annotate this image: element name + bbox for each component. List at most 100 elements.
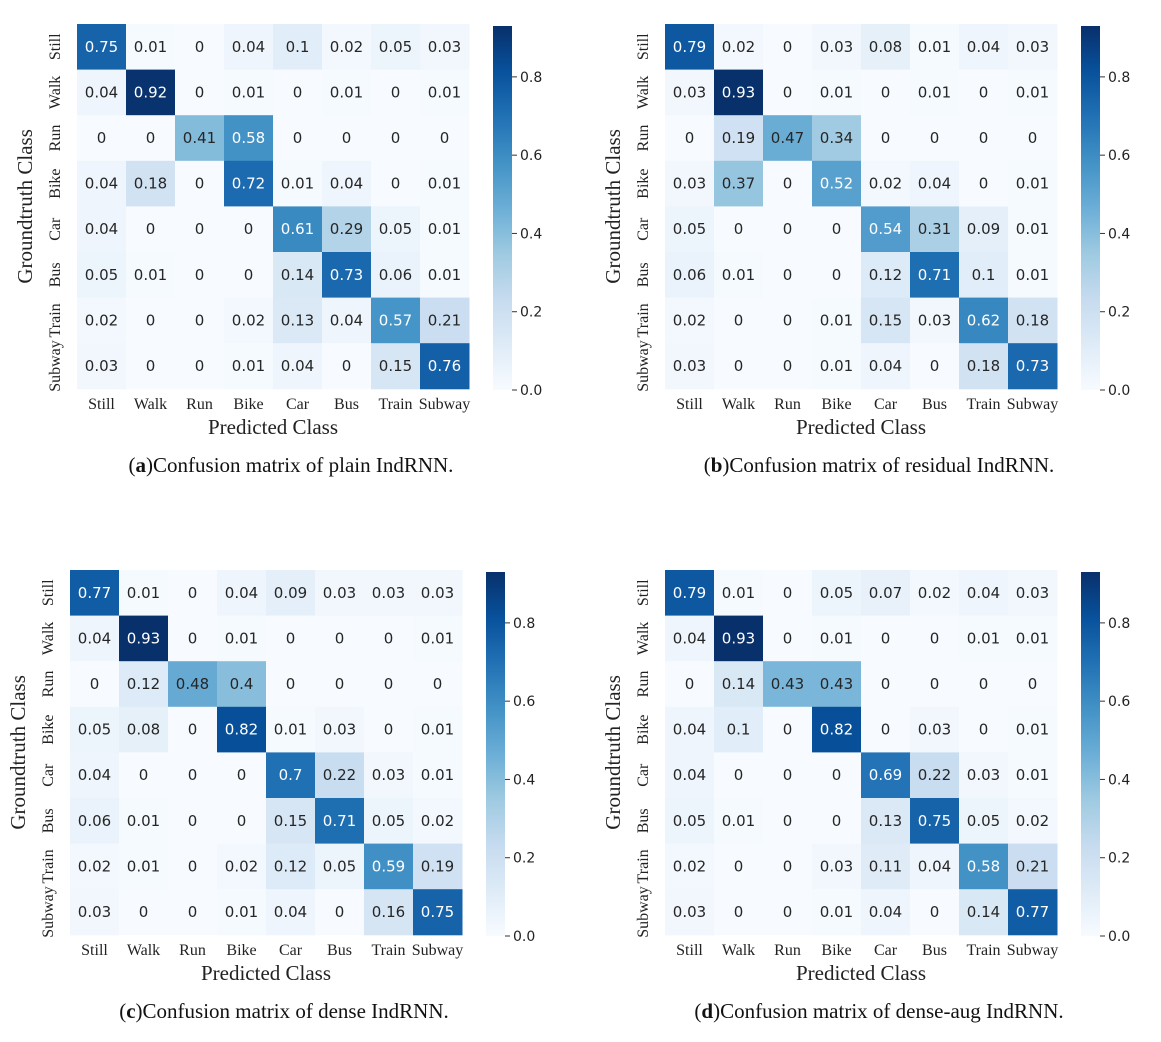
heatmap-cell	[364, 843, 414, 890]
cell-value-label: 0.01	[281, 175, 314, 193]
caption-paren: (	[704, 453, 711, 477]
heatmap-cell	[273, 297, 323, 344]
cell-value-label: 0	[391, 175, 401, 193]
x-tick-label: Car	[874, 396, 898, 413]
cell-value-label: 0.01	[820, 629, 853, 647]
colorbar-tick-label: 0.6	[520, 148, 542, 164]
cell-value-label: 0	[195, 83, 205, 101]
cell-value-label: 0.52	[820, 175, 853, 193]
heatmap-cell	[273, 206, 323, 253]
heatmap-cell	[371, 343, 421, 390]
heatmap-cell	[413, 843, 463, 890]
cell-value-label: 0.05	[78, 721, 111, 739]
heatmap-cell	[224, 343, 274, 390]
heatmap-cell	[266, 661, 316, 708]
cell-value-label: 0.31	[918, 220, 951, 238]
colorbar	[486, 572, 505, 936]
heatmap-cell	[861, 798, 911, 845]
heatmap-cell	[959, 297, 1009, 344]
cell-value-label: 0.82	[820, 721, 853, 739]
cell-value-label: 0.71	[918, 266, 951, 284]
heatmap-cell	[266, 889, 316, 936]
x-tick-label: Bike	[226, 942, 256, 959]
cell-value-label: 0.15	[274, 812, 307, 830]
heatmap-cell	[910, 252, 960, 299]
heatmap-cell	[126, 343, 176, 390]
caption-paren: (	[694, 999, 701, 1023]
heatmap-cell	[812, 661, 862, 708]
cell-value-label: 0	[244, 220, 254, 238]
heatmap-cell	[168, 615, 218, 662]
heatmap-cell	[1008, 843, 1058, 890]
heatmap-cell	[714, 615, 764, 662]
cell-value-label: 0.79	[673, 584, 706, 602]
heatmap-cell	[175, 206, 225, 253]
heatmap-cell	[763, 889, 813, 936]
cell-value-label: 0.04	[918, 857, 951, 875]
heatmap-cell	[959, 752, 1009, 799]
cell-value-label: 0.08	[127, 721, 160, 739]
heatmap-cell	[714, 798, 764, 845]
heatmap-cell	[371, 252, 421, 299]
heatmap-cell	[812, 843, 862, 890]
cell-value-label: 0	[685, 675, 695, 693]
heatmap-cell	[1008, 343, 1058, 390]
cell-value-label: 0	[188, 721, 198, 739]
heatmap-cell	[168, 570, 218, 617]
heatmap-cell	[266, 798, 316, 845]
cell-value-label: 0	[195, 266, 205, 284]
cell-value-label: 0	[783, 266, 793, 284]
heatmap-cell	[665, 206, 715, 253]
heatmap-cell	[959, 661, 1009, 708]
heatmap-cell	[1008, 889, 1058, 936]
cell-value-label: 0.03	[428, 38, 461, 56]
heatmap-cell	[714, 889, 764, 936]
heatmap-cell	[714, 252, 764, 299]
cell-value-label: 0	[188, 812, 198, 830]
heatmap-cell	[910, 160, 960, 207]
cell-value-label: 0	[832, 812, 842, 830]
cell-value-label: 0.04	[869, 903, 902, 921]
x-tick-label: Still	[88, 396, 115, 413]
heatmap-cell	[315, 798, 365, 845]
heatmap-cell	[413, 889, 463, 936]
heatmap-cell	[763, 252, 813, 299]
heatmap-cell	[665, 752, 715, 799]
cell-value-label: 0	[783, 175, 793, 193]
caption-paren: )	[722, 453, 729, 477]
x-tick-label: Bus	[327, 942, 352, 959]
cell-value-label: 0.41	[183, 129, 216, 147]
y-tick-label: Subway	[40, 886, 57, 938]
cell-value-label: 0.01	[225, 629, 258, 647]
colorbar-tick-label: 0.8	[520, 70, 542, 86]
cell-value-label: 0.1	[727, 721, 751, 739]
heatmap-cell	[910, 115, 960, 162]
heatmap-cell	[714, 343, 764, 390]
heatmap-cell	[371, 69, 421, 116]
heatmap-cell	[665, 798, 715, 845]
heatmap-cell	[714, 843, 764, 890]
heatmap-cell	[126, 115, 176, 162]
cell-value-label: 0	[930, 675, 940, 693]
cell-value-label: 0.03	[918, 311, 951, 329]
heatmap-cell	[665, 252, 715, 299]
cell-value-label: 0.01	[127, 584, 160, 602]
cell-value-label: 0	[195, 38, 205, 56]
heatmap-cell	[910, 752, 960, 799]
cell-value-label: 0.04	[274, 903, 307, 921]
x-tick-label: Walk	[722, 396, 755, 413]
heatmap-cell	[763, 297, 813, 344]
heatmap-cell	[175, 297, 225, 344]
cell-value-label: 0.01	[274, 721, 307, 739]
y-tick-label: Subway	[635, 340, 652, 392]
caption-label: c	[126, 999, 135, 1023]
colorbar-tick-label: 0.4	[520, 226, 542, 242]
heatmap-cell	[322, 160, 372, 207]
heatmap-cell	[322, 206, 372, 253]
cell-value-label: 0.12	[869, 266, 902, 284]
heatmap-cell	[763, 752, 813, 799]
cell-value-label: 0	[881, 629, 891, 647]
heatmap-cell	[959, 889, 1009, 936]
heatmap-cell	[77, 115, 127, 162]
heatmap-cell	[322, 343, 372, 390]
